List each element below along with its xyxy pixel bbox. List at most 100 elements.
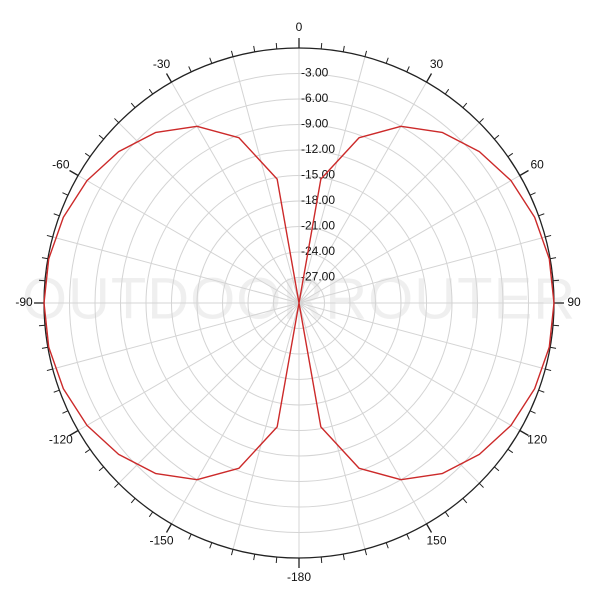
- r-tick-label: -6.00: [301, 91, 329, 105]
- minor-tick: [275, 556, 278, 564]
- theta-tick-label: 30: [430, 57, 444, 71]
- theta-tick-label: 90: [567, 295, 581, 309]
- theta-tick-label: -60: [52, 158, 70, 172]
- minor-tick: [342, 554, 345, 561]
- minor-tick: [385, 542, 389, 549]
- minor-tick: [462, 102, 468, 108]
- theta-tick-label: -180: [287, 570, 311, 584]
- minor-tick: [385, 57, 389, 64]
- minor-tick: [188, 66, 192, 73]
- theta-tick-label: 120: [527, 433, 547, 447]
- theta-tick-label: -150: [149, 533, 173, 547]
- minor-tick: [253, 45, 256, 52]
- r-tick-label: -18.00: [301, 193, 335, 207]
- minor-tick: [209, 57, 213, 64]
- minor-tick: [320, 556, 323, 564]
- r-tick-label: -24.00: [301, 244, 335, 258]
- minor-tick: [552, 279, 560, 282]
- minor-tick: [41, 346, 48, 349]
- minor-tick: [38, 279, 46, 282]
- minor-tick: [529, 410, 536, 414]
- minor-tick: [364, 549, 368, 556]
- theta-tick: [165, 523, 173, 533]
- theta-tick: [519, 169, 529, 177]
- minor-tick: [406, 66, 410, 73]
- grid-ring: [120, 124, 478, 482]
- theta-tick-label: -90: [15, 295, 33, 309]
- minor-tick: [494, 134, 500, 140]
- minor-tick: [209, 542, 213, 549]
- minor-tick: [550, 346, 557, 349]
- minor-tick: [545, 234, 552, 238]
- minor-tick: [275, 42, 278, 50]
- theta-tick-label: -120: [49, 433, 73, 447]
- theta-tick-label: 150: [426, 533, 446, 547]
- minor-tick: [98, 466, 104, 472]
- minor-tick: [114, 482, 120, 488]
- grid-ring: [94, 98, 504, 508]
- grid-ring: [222, 226, 376, 380]
- pattern-line: [43, 125, 555, 481]
- theta-tick-label: 60: [530, 158, 544, 172]
- minor-tick: [188, 533, 192, 540]
- minor-tick: [41, 257, 48, 260]
- grid-ring: [273, 277, 325, 329]
- minor-tick: [545, 368, 552, 372]
- grid-ring: [69, 73, 529, 533]
- theta-tick-label: 0: [296, 20, 303, 34]
- minor-tick: [507, 152, 514, 158]
- minor-tick: [114, 118, 120, 124]
- minor-tick: [552, 324, 560, 327]
- minor-tick: [478, 118, 484, 124]
- minor-tick: [62, 192, 69, 196]
- minor-tick: [444, 511, 450, 518]
- theta-tick: [165, 73, 173, 83]
- minor-tick: [478, 482, 484, 488]
- minor-tick: [148, 511, 154, 518]
- minor-tick: [230, 549, 234, 556]
- r-tick-label: -3.00: [301, 66, 329, 80]
- minor-tick: [46, 368, 53, 372]
- minor-tick: [320, 42, 323, 50]
- minor-tick: [462, 498, 468, 504]
- minor-tick: [342, 45, 345, 52]
- theta-tick-label: -30: [153, 57, 171, 71]
- r-tick-label: -9.00: [301, 117, 329, 131]
- minor-tick: [98, 134, 104, 140]
- minor-tick: [130, 498, 136, 504]
- minor-tick: [53, 213, 60, 217]
- grid-ring: [171, 175, 427, 431]
- minor-tick: [148, 88, 154, 95]
- theta-tick: [425, 73, 433, 83]
- grid-ring: [145, 149, 453, 457]
- r-tick-label: -21.00: [301, 219, 335, 233]
- theta-tick: [69, 429, 79, 437]
- minor-tick: [444, 88, 450, 95]
- minor-tick: [550, 257, 557, 260]
- minor-tick: [62, 410, 69, 414]
- minor-tick: [507, 448, 514, 454]
- theta-tick: [425, 523, 433, 533]
- theta-tick: [69, 169, 79, 177]
- r-tick-label: -15.00: [301, 168, 335, 182]
- minor-tick: [53, 389, 60, 393]
- theta-tick: [519, 429, 529, 437]
- minor-tick: [529, 192, 536, 196]
- minor-tick: [538, 389, 545, 393]
- minor-tick: [494, 466, 500, 472]
- grid-ring: [247, 251, 351, 355]
- r-tick-label: -12.00: [301, 142, 335, 156]
- minor-tick: [406, 533, 410, 540]
- minor-tick: [253, 554, 256, 561]
- r-tick-label: -27.00: [301, 270, 335, 284]
- minor-tick: [38, 324, 46, 327]
- minor-tick: [84, 152, 91, 158]
- minor-tick: [364, 50, 368, 57]
- minor-tick: [538, 213, 545, 217]
- minor-tick: [46, 234, 53, 238]
- grid-ring: [196, 200, 402, 406]
- minor-tick: [230, 50, 234, 57]
- minor-tick: [84, 448, 91, 454]
- minor-tick: [130, 102, 136, 108]
